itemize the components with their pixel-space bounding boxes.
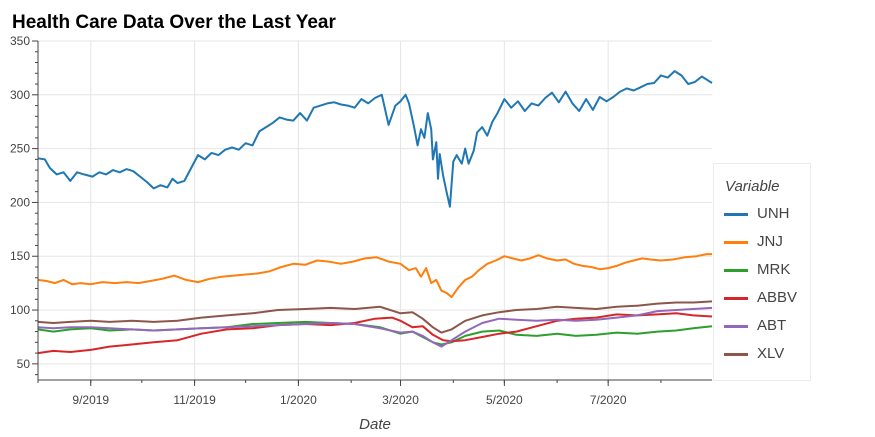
series-line-jnj: [37, 253, 712, 299]
y-tick-label: 250: [10, 142, 30, 156]
legend-title: Variable: [725, 178, 780, 195]
series-line-abt: [37, 306, 713, 348]
y-tick-label: 50: [17, 357, 31, 371]
y-tick-label: 150: [10, 249, 30, 263]
series-line-abbv: [37, 312, 713, 355]
legend-label: XLV: [757, 345, 785, 362]
legend-item-abt[interactable]: ABT: [724, 316, 809, 336]
y-tick-label: 100: [10, 303, 30, 317]
x-tick-label: 3/2020: [382, 393, 419, 407]
x-tick-label: 7/2020: [590, 393, 627, 407]
legend-label: MRK: [757, 261, 791, 278]
x-tick-label: 9/2019: [72, 393, 109, 407]
y-tick-label: 200: [10, 195, 30, 209]
x-tick-label: 1/2020: [280, 393, 317, 407]
legend-swatch: [724, 213, 748, 216]
legend-swatch: [724, 241, 748, 244]
chart-title: Health Care Data Over the Last Year: [12, 12, 336, 33]
y-tick-label: 350: [10, 34, 30, 48]
legend-swatch: [724, 269, 748, 272]
legend-item-unh[interactable]: UNH: [724, 204, 809, 224]
legend-swatch: [724, 297, 748, 300]
legend-item-jnj[interactable]: JNJ: [724, 232, 809, 252]
x-tick-label: 11/2019: [173, 393, 216, 407]
series-line-unh: [37, 70, 713, 208]
legend-label: ABT: [757, 317, 787, 334]
legend: Variable UNH JNJ MRK ABBV ABT XLV: [713, 163, 811, 381]
axis-layer: 50 100 150 200 250 300 350 9/2019 11/2019 1/2020 3…: [10, 34, 712, 407]
grid-layer: [38, 40, 712, 380]
y-tick-label: 300: [10, 88, 30, 102]
series-line-xlv: [37, 300, 713, 334]
x-tick-label: 5/2020: [486, 393, 523, 407]
legend-swatch: [724, 325, 748, 328]
legend-label: ABBV: [757, 289, 798, 306]
legend-label: JNJ: [757, 233, 783, 250]
legend-swatch: [724, 353, 748, 356]
series-layer: [37, 70, 713, 355]
x-axis-label: Date: [359, 416, 391, 433]
legend-item-mrk[interactable]: MRK: [724, 260, 809, 280]
legend-item-abbv[interactable]: ABBV: [724, 288, 809, 308]
legend-item-xlv[interactable]: XLV: [724, 344, 809, 364]
legend-label: UNH: [757, 205, 790, 222]
